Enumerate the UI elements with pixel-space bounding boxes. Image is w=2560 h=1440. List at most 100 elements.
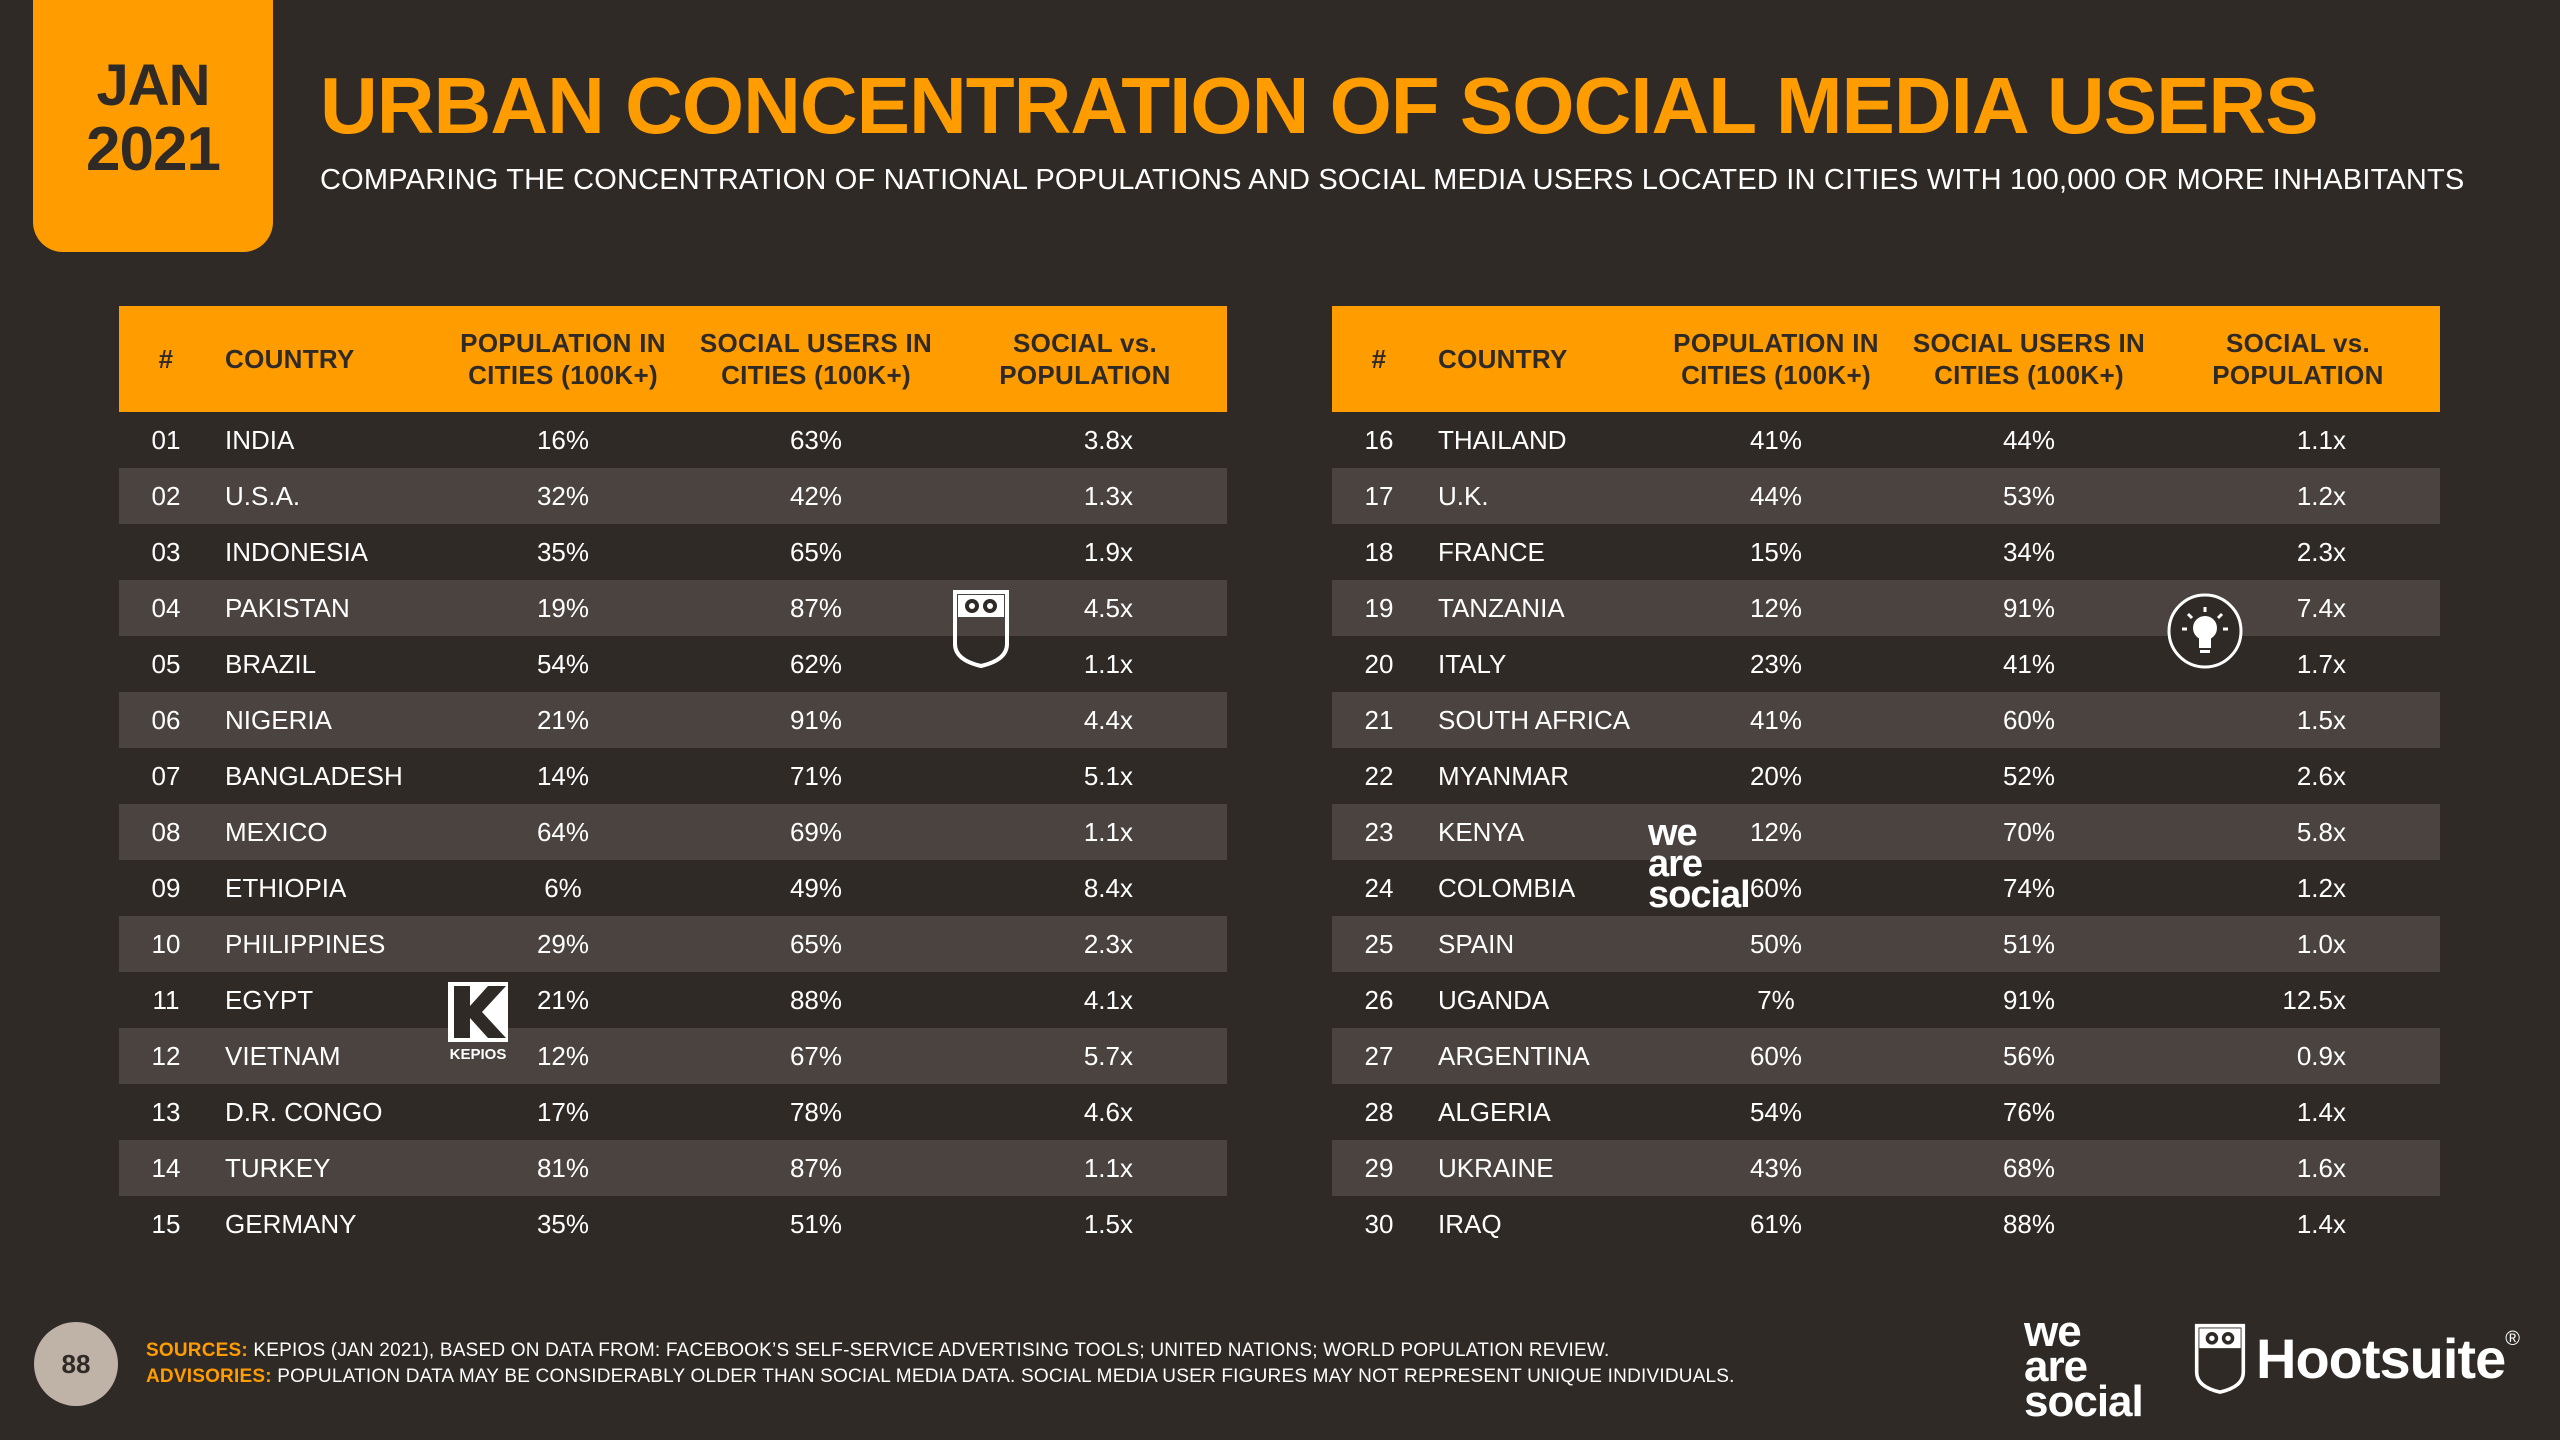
- population-share: 35%: [536, 536, 590, 567]
- table-header: # COUNTRY POPULATION IN CITIES (100K+) SO…: [119, 306, 1227, 412]
- social-vs-population: 5.1x: [1083, 760, 1133, 791]
- country-name: ITALY: [1438, 648, 1507, 679]
- population-share: 44%: [1749, 480, 1803, 511]
- social-users-share: 56%: [2002, 1040, 2056, 1071]
- header-population-line2: CITIES (100K+): [1681, 360, 1871, 390]
- was-logo-line1: we: [2024, 1307, 2082, 1356]
- rank: 16: [1364, 424, 1394, 455]
- page-subtitle: COMPARING THE CONCENTRATION OF NATIONAL …: [320, 164, 2465, 196]
- table-header: # COUNTRY POPULATION IN CITIES (100K+) SO…: [1332, 306, 2440, 412]
- country-name: D.R. CONGO: [225, 1096, 383, 1127]
- population-share: 12%: [1749, 816, 1803, 847]
- table-row: 09 ETHIOPIA 6% 49% 8.4x: [119, 860, 1227, 916]
- rank: 24: [1364, 872, 1394, 903]
- social-vs-population: 1.9x: [1083, 536, 1133, 567]
- social-vs-population: 1.1x: [1083, 816, 1133, 847]
- advisories-text: POPULATION DATA MAY BE CONSIDERABLY OLDE…: [271, 1366, 1735, 1387]
- population-share: 20%: [1749, 760, 1803, 791]
- rank: 11: [152, 984, 180, 1015]
- country-name: FRANCE: [1438, 536, 1545, 567]
- social-vs-population: 1.0x: [2296, 928, 2346, 959]
- rank: 08: [151, 816, 181, 847]
- rank: 27: [1364, 1040, 1394, 1071]
- country-name: TURKEY: [225, 1152, 331, 1183]
- social-vs-population: 1.2x: [2296, 480, 2346, 511]
- table-row: 28 ALGERIA 54% 76% 1.4x: [1332, 1084, 2440, 1140]
- country-name: THAILAND: [1438, 424, 1567, 455]
- table-row: 24 COLOMBIA 60% 74% 1.2x: [1332, 860, 2440, 916]
- social-users-share: 78%: [789, 1096, 843, 1127]
- lightbulb-icon: [2167, 593, 2243, 669]
- table-row: 02 U.S.A. 32% 42% 1.3x: [119, 468, 1227, 524]
- population-share: 15%: [1749, 536, 1803, 567]
- table-row: 22 MYANMAR 20% 52% 2.6x: [1332, 748, 2440, 804]
- social-vs-population: 1.1x: [1083, 648, 1133, 679]
- country-name: VIETNAM: [225, 1040, 341, 1071]
- rank: 06: [151, 704, 181, 735]
- social-vs-population: 2.3x: [1083, 928, 1133, 959]
- header-population: POPULATION IN CITIES (100K+): [1650, 327, 1902, 392]
- table-row: 20 ITALY 23% 41% 1.7x: [1332, 636, 2440, 692]
- social-users-share: 74%: [2002, 872, 2056, 903]
- population-share: 12%: [536, 1040, 590, 1071]
- rank: 07: [151, 760, 181, 791]
- social-vs-population: 4.6x: [1083, 1096, 1133, 1127]
- social-vs-population: 12.5x: [2282, 984, 2346, 1015]
- population-share: 41%: [1749, 424, 1803, 455]
- country-name: ETHIOPIA: [225, 872, 347, 903]
- population-share: 32%: [536, 480, 590, 511]
- table-row: 17 U.K. 44% 53% 1.2x: [1332, 468, 2440, 524]
- social-users-share: 71%: [789, 760, 843, 791]
- header-social-users: SOCIAL USERS IN CITIES (100K+): [689, 327, 943, 392]
- country-name: KENYA: [1438, 816, 1525, 847]
- registered-mark: ®: [2505, 1328, 2520, 1350]
- table-row: 08 MEXICO 64% 69% 1.1x: [119, 804, 1227, 860]
- social-vs-population: 1.4x: [2296, 1208, 2346, 1239]
- population-share: 16%: [536, 424, 590, 455]
- table-row: 23 KENYA 12% 70% 5.8x: [1332, 804, 2440, 860]
- population-share: 60%: [1749, 872, 1803, 903]
- social-vs-population: 1.3x: [1083, 480, 1133, 511]
- header-social-line2: CITIES (100K+): [721, 360, 911, 390]
- header-population-line1: POPULATION IN: [1673, 327, 1879, 358]
- header-population-line2: CITIES (100K+): [468, 360, 658, 390]
- population-share: 19%: [536, 592, 590, 623]
- rank: 22: [1364, 760, 1394, 791]
- country-name: EGYPT: [225, 984, 314, 1015]
- sources-text: KEPIOS (JAN 2021), BASED ON DATA FROM: F…: [247, 1340, 1610, 1361]
- table-row: 19 TANZANIA 12% 91% 7.4x: [1332, 580, 2440, 636]
- social-vs-population: 4.1x: [1083, 984, 1133, 1015]
- social-users-share: 67%: [789, 1040, 843, 1071]
- was-line1: we: [1648, 812, 1698, 854]
- was-logo-line2: are: [2024, 1342, 2088, 1392]
- population-share: 23%: [1749, 648, 1803, 679]
- social-users-share: 88%: [2002, 1208, 2056, 1239]
- population-share: 54%: [1749, 1096, 1803, 1127]
- table-row: 29 UKRAINE 43% 68% 1.6x: [1332, 1140, 2440, 1196]
- rank: 21: [1364, 704, 1394, 735]
- population-share: 29%: [536, 928, 590, 959]
- table-row: 25 SPAIN 50% 51% 1.0x: [1332, 916, 2440, 972]
- header-social-line2: CITIES (100K+): [1934, 360, 2124, 390]
- social-users-share: 51%: [789, 1208, 843, 1239]
- social-vs-population: 1.1x: [1083, 1152, 1133, 1183]
- rank: 19: [1364, 592, 1394, 623]
- hootsuite-owl-icon: [953, 590, 1009, 668]
- advisories-note: ADVISORIES: POPULATION DATA MAY BE CONSI…: [146, 1366, 1735, 1388]
- header-population: POPULATION IN CITIES (100K+): [437, 327, 689, 392]
- rank: 26: [1364, 984, 1394, 1015]
- social-users-share: 51%: [2002, 928, 2056, 959]
- table-row: 03 INDONESIA 35% 65% 1.9x: [119, 524, 1227, 580]
- country-name: PAKISTAN: [225, 592, 350, 623]
- rank: 03: [151, 536, 181, 567]
- social-users-share: 41%: [2002, 648, 2056, 679]
- date-month: JAN: [96, 53, 210, 118]
- social-users-share: 44%: [2002, 424, 2056, 455]
- header-social-line1: SOCIAL USERS IN: [1912, 327, 2146, 358]
- advisories-label: ADVISORIES:: [146, 1366, 272, 1387]
- country-name: ALGERIA: [1438, 1096, 1551, 1127]
- rank: 15: [151, 1208, 181, 1239]
- rank: 12: [151, 1040, 181, 1071]
- table-row: 14 TURKEY 81% 87% 1.1x: [119, 1140, 1227, 1196]
- table-row: 18 FRANCE 15% 34% 2.3x: [1332, 524, 2440, 580]
